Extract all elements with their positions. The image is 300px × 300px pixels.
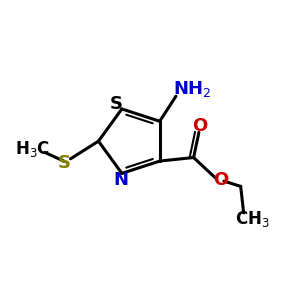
Text: O: O	[213, 171, 229, 189]
Text: NH$_2$: NH$_2$	[173, 79, 212, 99]
Text: O: O	[192, 117, 208, 135]
Text: CH$_3$: CH$_3$	[235, 209, 270, 230]
Text: N: N	[113, 171, 128, 189]
Text: S: S	[110, 95, 123, 113]
Text: S: S	[58, 154, 71, 172]
Text: H$_3$C: H$_3$C	[15, 140, 50, 159]
